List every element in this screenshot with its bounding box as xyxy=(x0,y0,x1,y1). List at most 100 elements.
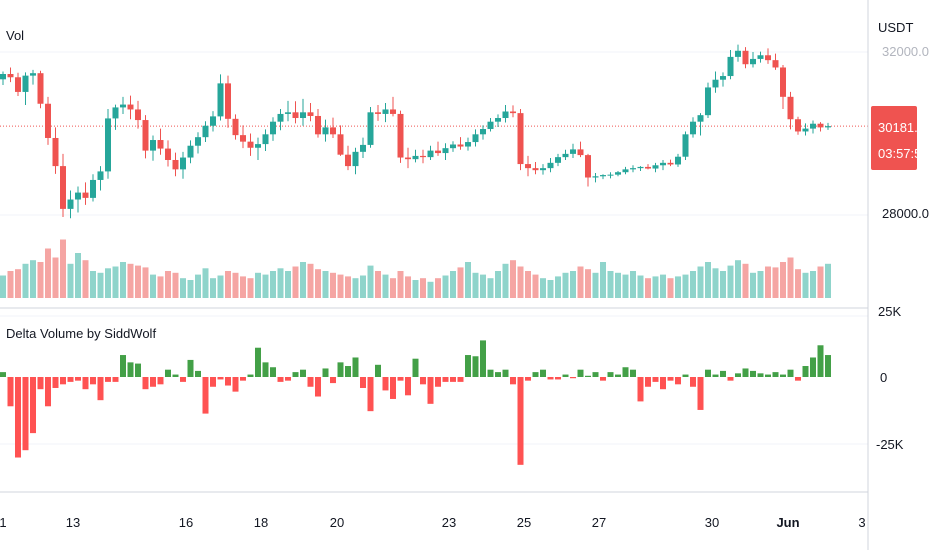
volume-bar xyxy=(165,271,171,298)
volume-bar xyxy=(232,272,239,298)
price-tick-32000: 32000.0 xyxy=(882,44,929,59)
candle-body xyxy=(450,144,456,149)
delta-bar xyxy=(397,377,404,381)
delta-bar xyxy=(525,377,531,381)
candle-body xyxy=(397,113,404,158)
delta-bar xyxy=(727,377,734,381)
volume-bar xyxy=(825,263,831,298)
delta-bar xyxy=(435,377,441,387)
volume-bar xyxy=(97,272,104,298)
candle-body xyxy=(375,112,381,114)
volume-bar xyxy=(517,266,524,298)
candle-body xyxy=(300,112,306,119)
last-price-value: 30181.3 xyxy=(878,120,925,135)
volume-bar xyxy=(337,274,344,298)
candle-body xyxy=(547,162,554,169)
volume-bar xyxy=(757,271,764,298)
candle-body xyxy=(517,113,524,165)
volume-bar xyxy=(90,271,96,298)
volume-bar xyxy=(120,262,126,298)
volume-bar xyxy=(127,263,134,298)
volume-bar xyxy=(247,278,254,298)
candle-body xyxy=(592,176,599,178)
delta-bar xyxy=(720,370,726,377)
candle-body xyxy=(465,142,471,147)
volume-bar xyxy=(307,263,314,298)
volume-bar xyxy=(7,271,14,298)
candle-body xyxy=(165,148,171,160)
time-label-20: 20 xyxy=(330,515,344,530)
candle-body xyxy=(225,83,231,119)
delta-bar xyxy=(150,377,156,387)
candle-body xyxy=(37,73,44,104)
volume-bar xyxy=(570,271,576,298)
candle-body xyxy=(457,144,464,147)
candle-body xyxy=(660,162,666,166)
volume-bar xyxy=(465,262,471,298)
grid-lines xyxy=(0,51,868,445)
volume-bar xyxy=(135,265,141,298)
candle-body xyxy=(285,112,291,114)
candle-body xyxy=(555,157,561,163)
time-axis-labels: 1 13 16 18 20 23 25 27 30 Jun 3 xyxy=(0,515,866,530)
candlesticks xyxy=(0,44,831,219)
volume-bar xyxy=(187,280,194,298)
candle-body xyxy=(67,199,74,209)
delta-bar xyxy=(450,377,456,382)
volume-bar xyxy=(487,278,494,298)
volume-bar xyxy=(37,262,44,298)
delta-bar xyxy=(465,355,471,377)
candle-body xyxy=(97,171,104,180)
candle-body xyxy=(697,115,704,122)
volume-bar xyxy=(787,257,794,298)
volume-bar xyxy=(592,272,599,298)
delta-bar xyxy=(660,377,666,390)
candle-body xyxy=(645,166,651,169)
delta-bar xyxy=(360,377,366,388)
candle-body xyxy=(780,67,786,97)
candle-body xyxy=(502,111,509,119)
volume-bar xyxy=(735,260,741,298)
volume-bar xyxy=(22,263,29,298)
volume-bar xyxy=(690,271,696,298)
last-price-tag xyxy=(871,106,917,170)
volume-label: Vol xyxy=(6,28,24,43)
delta-bar xyxy=(682,374,689,377)
candle-body xyxy=(390,109,396,114)
candle-body xyxy=(585,155,591,178)
candle-body xyxy=(577,149,584,156)
candle-body xyxy=(495,118,501,122)
volume-bar xyxy=(802,272,809,298)
time-label-16: 16 xyxy=(179,515,193,530)
candle-body xyxy=(727,56,734,77)
volume-bar xyxy=(105,268,111,298)
delta-bar xyxy=(15,377,21,458)
candle-body xyxy=(270,121,276,135)
volume-bar xyxy=(210,278,216,298)
volume-bar xyxy=(225,271,231,298)
delta-bar xyxy=(390,377,396,399)
candle-body xyxy=(0,74,6,80)
delta-bar xyxy=(97,377,104,401)
delta-bar xyxy=(367,377,374,412)
delta-bar xyxy=(375,364,381,377)
candle-body xyxy=(750,58,756,65)
time-label-30: 30 xyxy=(705,515,719,530)
candle-body xyxy=(60,166,66,209)
candle-body xyxy=(795,119,801,132)
volume-bar xyxy=(240,276,246,298)
delta-bar xyxy=(142,377,149,390)
volume-bar xyxy=(142,267,149,298)
volume-bar xyxy=(202,268,209,298)
candle-body xyxy=(810,123,816,129)
candle-body xyxy=(195,137,201,146)
delta-bar xyxy=(472,356,479,377)
candle-body xyxy=(202,125,209,138)
delta-bar xyxy=(315,377,321,397)
candle-body xyxy=(255,144,261,148)
candle-body xyxy=(150,140,156,151)
delta-bar xyxy=(750,370,756,377)
delta-bar xyxy=(457,377,464,382)
candle-body xyxy=(435,150,441,154)
